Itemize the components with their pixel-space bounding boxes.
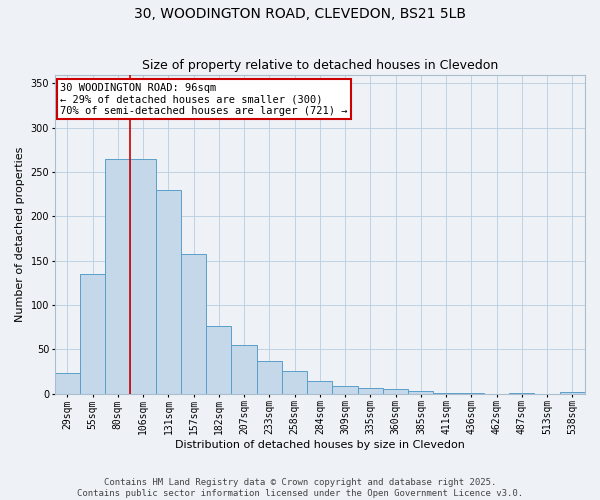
Y-axis label: Number of detached properties: Number of detached properties (15, 146, 25, 322)
Bar (156, 190, 181, 394)
Bar (105, 159, 130, 394)
X-axis label: Distribution of detached houses by size in Clevedon: Distribution of detached houses by size … (175, 440, 465, 450)
Bar (459, 393, 484, 394)
Bar (232, 345, 257, 394)
Bar (307, 381, 332, 394)
Bar (433, 393, 459, 394)
Bar (509, 393, 535, 394)
Bar (282, 372, 307, 394)
Bar (383, 389, 408, 394)
Bar (257, 361, 282, 394)
Text: 30, WOODINGTON ROAD, CLEVEDON, BS21 5LB: 30, WOODINGTON ROAD, CLEVEDON, BS21 5LB (134, 8, 466, 22)
Bar (332, 386, 358, 394)
Bar (206, 326, 232, 394)
Text: Contains HM Land Registry data © Crown copyright and database right 2025.
Contai: Contains HM Land Registry data © Crown c… (77, 478, 523, 498)
Text: 30 WOODINGTON ROAD: 96sqm
← 29% of detached houses are smaller (300)
70% of semi: 30 WOODINGTON ROAD: 96sqm ← 29% of detac… (60, 82, 347, 116)
Bar (130, 159, 156, 394)
Title: Size of property relative to detached houses in Clevedon: Size of property relative to detached ho… (142, 59, 498, 72)
Bar (560, 392, 585, 394)
Bar (80, 274, 105, 394)
Bar (408, 391, 433, 394)
Bar (181, 254, 206, 394)
Bar (358, 388, 383, 394)
Bar (55, 374, 80, 394)
